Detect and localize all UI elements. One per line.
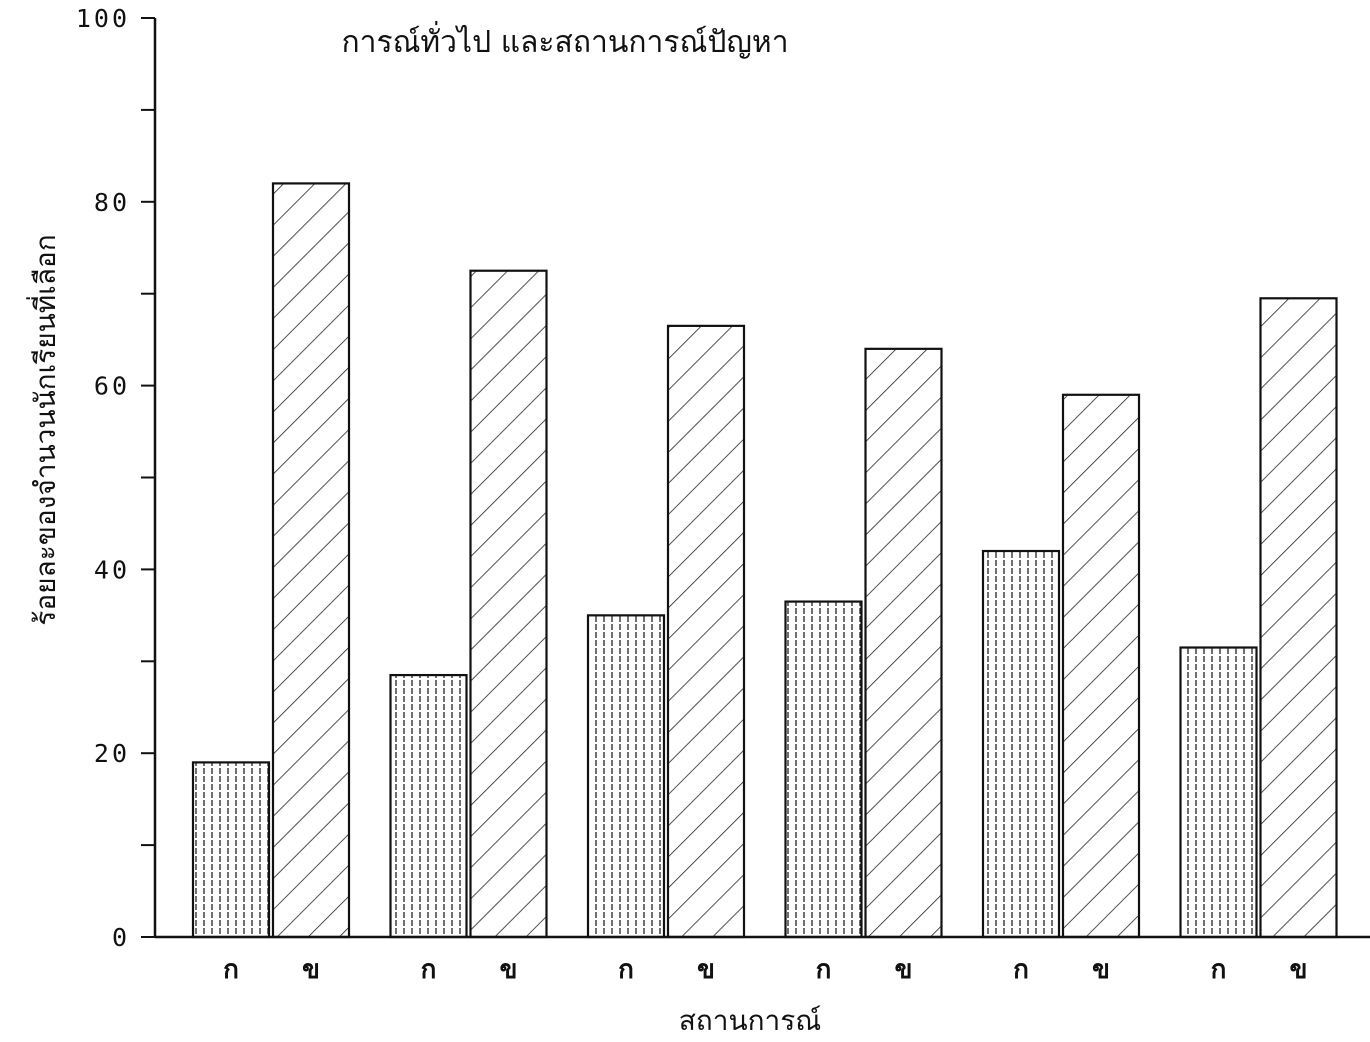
x-axis-tick-labels: กขกขกขกขกขกข: [223, 955, 1307, 985]
x-tick-label: ข: [895, 955, 913, 985]
x-tick-label: ข: [500, 955, 518, 985]
x-tick-label: ก: [1211, 955, 1227, 985]
bar-ko: [191, 761, 271, 939]
y-axis-title: ร้อยละของจำนวนนักเรียนที่เลือก: [26, 234, 62, 625]
y-minor-ticks: [141, 108, 155, 847]
bar-kho: [469, 269, 548, 939]
bar-kho: [271, 182, 351, 939]
x-tick-label: ก: [223, 955, 239, 985]
y-axis-ticks: 0 20 40 60 80 100: [76, 4, 155, 952]
x-tick-label: ข: [1092, 955, 1110, 985]
bar-kho: [1259, 297, 1338, 939]
y-tick-label: 0: [112, 923, 130, 952]
x-tick-label: ก: [816, 955, 832, 985]
bar-ko: [586, 614, 666, 939]
y-tick-label: 100: [76, 4, 130, 33]
bar-kho: [666, 324, 746, 939]
bar-ko: [784, 600, 863, 939]
y-tick-label: 40: [94, 555, 130, 584]
x-axis-title: สถานการณ์: [679, 1004, 822, 1037]
bar-ko: [389, 673, 468, 939]
y-tick-label: 80: [94, 188, 130, 217]
bar-ko: [1179, 646, 1258, 939]
chart-title: การณ์ทั่วไป และสถานการณ์ปัญหา: [341, 21, 788, 60]
x-tick-label: ก: [421, 955, 437, 985]
x-tick-label: ข: [302, 955, 320, 985]
bars: [191, 182, 1338, 939]
bar-kho: [864, 347, 943, 939]
x-tick-label: ข: [1290, 955, 1308, 985]
x-tick-label: ข: [697, 955, 715, 985]
bar-kho: [1061, 393, 1141, 939]
bar-ko: [981, 549, 1061, 939]
x-tick-label: ก: [1013, 955, 1029, 985]
y-tick-label: 60: [94, 372, 130, 401]
y-tick-label: 20: [94, 739, 130, 768]
x-tick-label: ก: [618, 955, 634, 985]
